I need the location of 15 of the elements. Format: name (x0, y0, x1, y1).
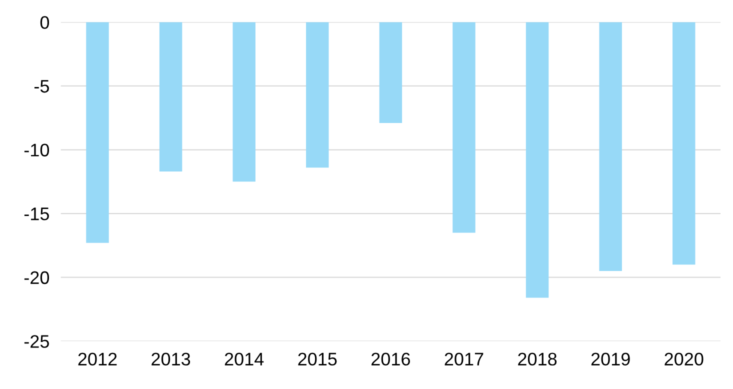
y-tick-label: -25 (24, 335, 49, 348)
x-tick-label: 2015 (298, 352, 337, 366)
y-tick-label: -20 (24, 271, 50, 284)
x-tick-label: 2020 (664, 352, 704, 366)
x-tick-label: 2016 (372, 352, 410, 366)
x-tick-label: 2018 (518, 352, 557, 366)
y-tick-label: -5 (34, 80, 49, 93)
x-tick-label: 2012 (78, 352, 117, 366)
y-tick-label: -10 (24, 144, 50, 156)
x-tick-label: 2014 (224, 352, 264, 366)
y-tick-label: 0 (40, 16, 50, 29)
x-tick-label: 2019 (591, 352, 630, 366)
x-tick-label: 2013 (152, 352, 190, 366)
y-tick-label: -15 (24, 208, 49, 220)
x-tick-label: 2017 (444, 352, 484, 366)
